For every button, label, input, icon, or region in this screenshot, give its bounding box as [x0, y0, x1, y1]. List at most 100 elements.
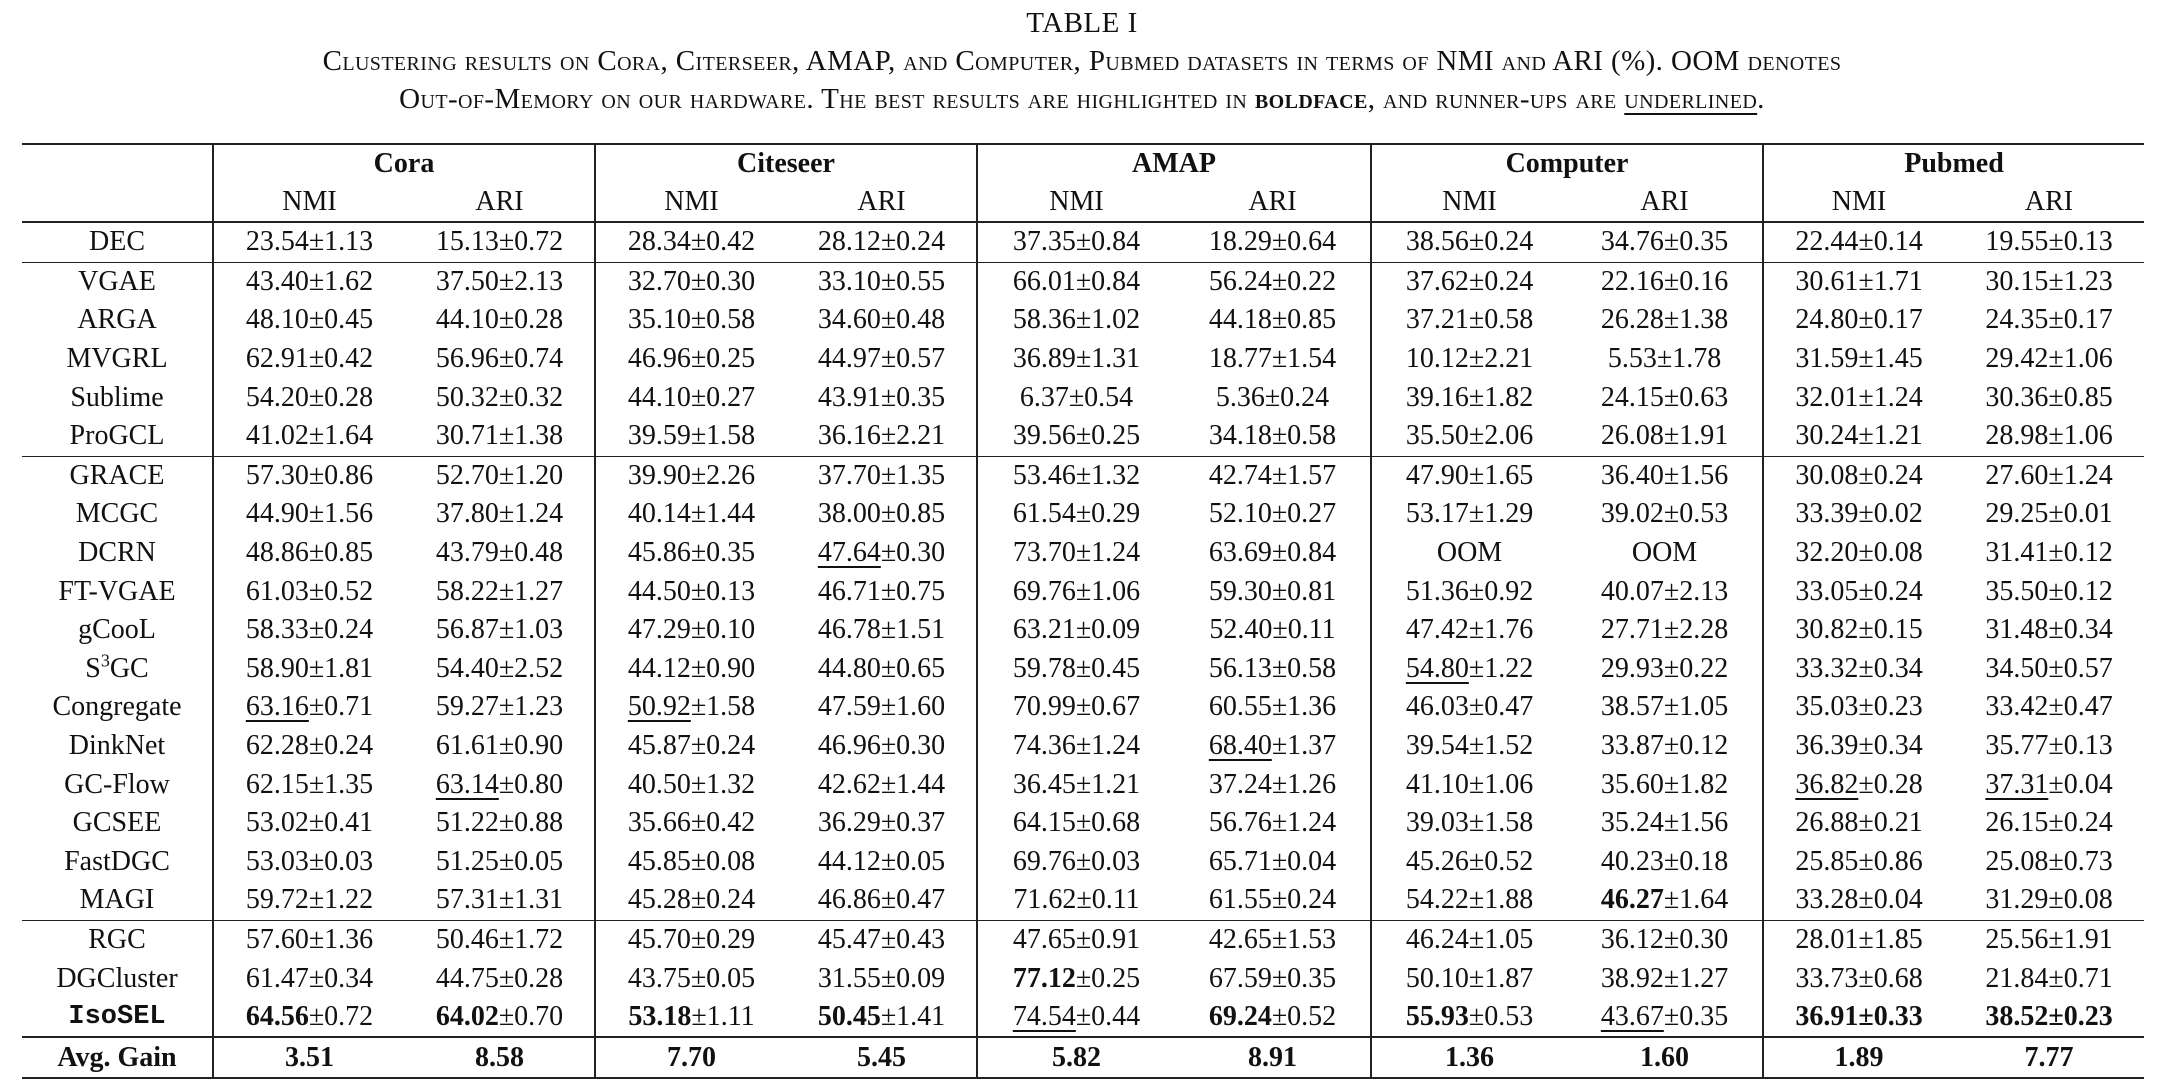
std-value: ±0.24 [308, 614, 374, 646]
mean-value: 57.60 [245, 923, 309, 955]
method-label: GCSEE [72, 807, 162, 839]
std-value: ±1.52 [1468, 730, 1534, 762]
mean-value: 36.39 [1795, 730, 1859, 762]
std-value: ±1.24 [1075, 537, 1141, 569]
std-value: ±1.82 [1663, 768, 1729, 800]
mean-value: 50.45 [817, 1001, 881, 1033]
mean-value: 50.46 [435, 923, 499, 955]
std-value: ±0.29 [690, 923, 756, 955]
caption-bold-word: boldface [1254, 83, 1368, 115]
cell-cora-ari: 58.22±1.27 [405, 572, 595, 611]
mean-value: 53.02 [245, 807, 309, 839]
mean-value: 30.71 [435, 420, 499, 452]
table-row: VGAE 43.40±1.62 37.50±2.13 32.70±0.30 33.10±… [22, 261, 2145, 302]
method-name: Sublime [22, 378, 213, 417]
cell-computer-ari: OOM [1567, 534, 1763, 573]
std-value: ±0.34 [2048, 614, 2113, 646]
cell-amap-nmi: 36.89±1.31 [976, 339, 1175, 379]
mean-value: 63.16 [245, 691, 309, 723]
method-label: MVGRL [66, 343, 168, 375]
mean-value: 44.50 [627, 575, 691, 607]
cell-cora-ari: 52.70±1.20 [405, 455, 595, 496]
cell-computer-ari: 27.71±2.28 [1567, 611, 1763, 650]
cell-pubmed-nmi: 25.85±0.86 [1762, 842, 1955, 882]
avg-gain-value: 8.58 [405, 1036, 595, 1080]
cell-amap-ari: 56.13±0.58 [1175, 650, 1371, 689]
cell-citeseer-ari: 43.91±0.35 [787, 378, 977, 417]
mean-value: 62.91 [245, 343, 309, 375]
std-value: ±1.24 [2048, 459, 2113, 491]
mean-value: 24.35 [1985, 304, 2049, 336]
mean-value: 41.10 [1405, 768, 1469, 800]
cell-citeseer-nmi: 44.12±0.90 [594, 649, 787, 689]
std-value: ±2.21 [880, 420, 946, 452]
mean-value: 27.60 [1985, 459, 2049, 491]
cell-amap-ari: 5.36±0.24 [1175, 378, 1371, 417]
std-value: ±0.17 [1858, 304, 1923, 336]
std-value: ±0.72 [308, 1001, 374, 1033]
std-value: ±0.10 [690, 614, 756, 646]
mean-value: 32.20 [1795, 537, 1859, 569]
table-row: ProGCL 41.02±1.64 30.71±1.38 39.59±1.58 36.1… [22, 416, 2144, 457]
cell-computer-ari: 26.08±1.91 [1567, 417, 1763, 456]
cell-computer-ari: 43.67±0.35 [1567, 998, 1763, 1038]
cell-cora-ari: 43.79±0.48 [405, 534, 595, 573]
std-value: ±0.05 [498, 845, 564, 877]
std-value: ±0.43 [880, 923, 946, 955]
std-value: ±1.27 [1663, 962, 1729, 994]
method-name: RGC [22, 919, 213, 960]
cell-cora-nmi: 62.28±0.24 [212, 726, 405, 766]
cell-pubmed-nmi: 31.59±1.45 [1762, 339, 1955, 379]
cell-amap-nmi: 74.54±0.44 [976, 997, 1175, 1038]
std-value: ±0.24 [1468, 226, 1534, 258]
std-value: ±1.05 [1468, 923, 1534, 955]
cell-computer-nmi: OOM [1370, 533, 1568, 573]
method-name: GC-Flow [22, 765, 213, 804]
std-value: ±0.25 [1075, 420, 1141, 452]
cell-computer-nmi: 45.26±0.52 [1370, 842, 1568, 882]
mean-value: 44.18 [1208, 304, 1272, 336]
method-label-end: GC [109, 652, 149, 684]
cell-citeseer-nmi: 40.50±1.32 [594, 765, 787, 804]
std-value: ±0.68 [1075, 807, 1141, 839]
std-value: ±0.84 [1075, 265, 1141, 297]
mean-value: 30.61 [1795, 265, 1859, 297]
std-value: ±0.58 [690, 304, 756, 336]
mean-value: 46.78 [817, 614, 881, 646]
mean-value: 52.10 [1208, 498, 1272, 530]
mean-value: 68.40 [1208, 730, 1272, 762]
std-value: ±0.14 [1858, 226, 1923, 258]
std-value: ±0.28 [308, 381, 374, 413]
std-value: ±0.52 [308, 575, 374, 607]
method-name: FastDGC [22, 843, 213, 882]
mean-value: 34.18 [1208, 420, 1272, 452]
mean-value: 53.17 [1405, 498, 1469, 530]
method-name: IsoSEL [22, 998, 213, 1038]
avg-gain-value: 3.51 [212, 1036, 405, 1080]
mean-value: 54.80 [1405, 652, 1469, 684]
std-value: ±1.03 [498, 614, 564, 646]
mean-value: 58.36 [1012, 304, 1076, 336]
cell-citeseer-ari: 47.59±1.60 [787, 688, 977, 727]
cell-pubmed-nmi: 36.91±0.33 [1762, 997, 1955, 1038]
method-name: GCSEE [22, 804, 213, 843]
std-value: ±0.58 [1271, 420, 1337, 452]
mean-value: 56.13 [1208, 652, 1272, 684]
cell-citeseer-nmi: 46.96±0.25 [594, 339, 787, 379]
std-value: ±0.75 [880, 575, 946, 607]
cell-computer-nmi: 47.90±1.65 [1370, 455, 1568, 496]
std-value: ±0.86 [1858, 845, 1923, 877]
std-value: ±1.02 [1075, 304, 1141, 336]
mean-value: 35.50 [1405, 420, 1469, 452]
mean-value: 42.65 [1208, 923, 1272, 955]
mean-value: 35.66 [627, 807, 691, 839]
std-value: ±0.24 [308, 730, 374, 762]
mean-value: 64.15 [1012, 807, 1076, 839]
mean-value: 38.00 [817, 498, 881, 530]
cell-computer-nmi: 37.21±0.58 [1370, 301, 1568, 340]
mean-value: 58.33 [245, 614, 309, 646]
mean-value: 25.56 [1985, 923, 2049, 955]
mean-value: 33.10 [817, 265, 881, 297]
mean-value: 53.46 [1012, 459, 1076, 491]
std-value: ±0.04 [2048, 768, 2113, 800]
